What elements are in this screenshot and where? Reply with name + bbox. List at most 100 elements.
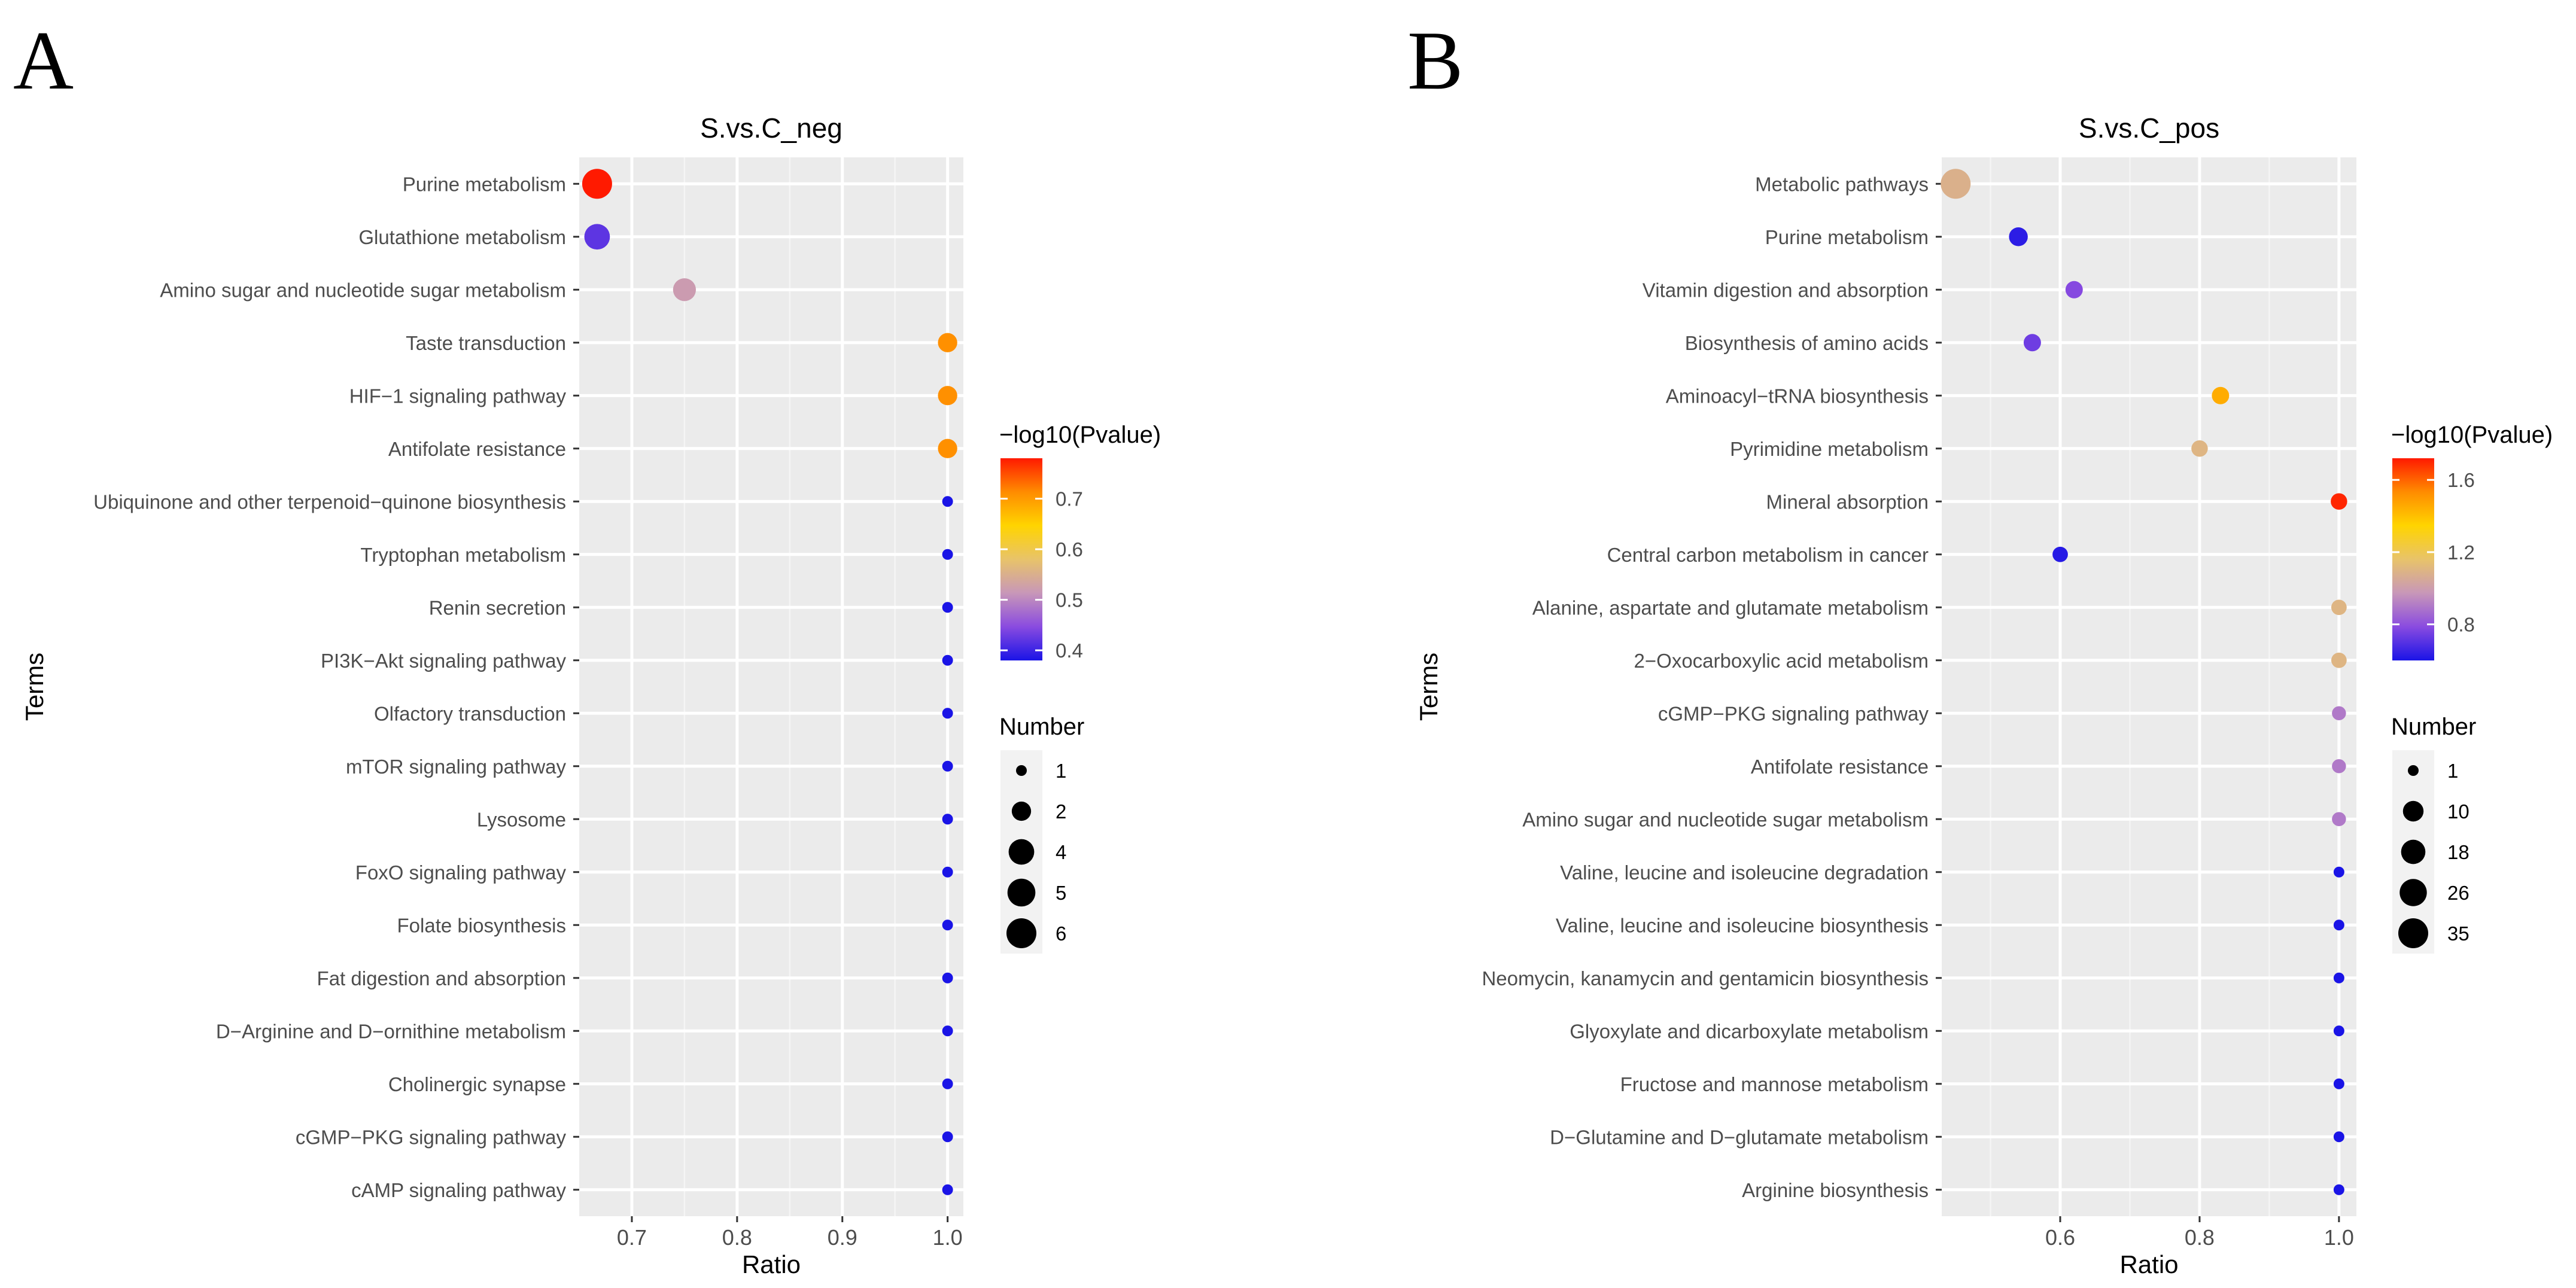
term-label: Amino sugar and nucleotide sugar metabol… [1522, 808, 1929, 830]
term-label: Ubiquinone and other terpenoid−quinone b… [93, 491, 566, 513]
data-point [942, 866, 953, 878]
term-label: Folate biosynthesis [397, 914, 566, 936]
term-label: Central carbon metabolism in cancer [1607, 544, 1929, 566]
panel-a: A S.vs.C_neg 0.7 0.8 0.9 1.0 Purine metabolism… [13, 14, 1161, 1278]
data-point [942, 760, 953, 772]
data-point [942, 1131, 953, 1143]
size-legend-dot [1006, 918, 1036, 948]
data-point [942, 549, 953, 560]
term-label: Antifolate resistance [388, 438, 566, 460]
term-label: Vitamin digestion and absorption [1643, 279, 1929, 301]
chart-title: S.vs.C_pos [2079, 112, 2219, 144]
color-bar-tick-label: 0.6 [1056, 538, 1083, 561]
term-label: Neomycin, kanamycin and gentamicin biosy… [1482, 967, 1929, 989]
data-point [2331, 493, 2347, 510]
term-label: Arginine biosynthesis [1742, 1179, 1929, 1201]
color-bar-tick-label: 1.6 [2447, 469, 2475, 491]
size-legend-dot [2398, 918, 2428, 948]
color-legend-title: −log10(Pvalue) [999, 422, 1161, 448]
size-legend-label: 4 [1056, 841, 1066, 863]
size-legend-title: Number [999, 714, 1084, 740]
size-legend-dot [2408, 765, 2419, 776]
size-legend-label: 10 [2447, 800, 2469, 823]
term-label: Amino sugar and nucleotide sugar metabol… [160, 279, 566, 301]
term-label: cGMP−PKG signaling pathway [1658, 702, 1929, 724]
y-axis-label: Terms [20, 653, 48, 721]
data-point [942, 919, 953, 931]
data-point [2333, 1184, 2344, 1195]
data-point [2333, 1078, 2344, 1089]
size-legend-label: 6 [1056, 922, 1066, 945]
size-legend-label: 35 [2447, 922, 2469, 945]
data-point [2009, 227, 2028, 246]
data-point [942, 708, 953, 719]
term-label: Olfactory transduction [374, 702, 566, 724]
term-label: Cholinergic synapse [388, 1073, 566, 1095]
term-label: Fat digestion and absorption [317, 967, 566, 989]
data-point [942, 602, 953, 613]
size-legend-label: 1 [2447, 760, 2458, 782]
x-tick-label: 0.8 [2185, 1225, 2215, 1250]
data-point [2332, 706, 2346, 720]
x-axis-label: Ratio [742, 1250, 801, 1278]
term-label: PI3K−Akt signaling pathway [321, 650, 567, 672]
term-label: Renin secretion [429, 596, 566, 619]
color-legend-title: −log10(Pvalue) [2391, 422, 2553, 448]
color-bar-tick-label: 1.2 [2447, 541, 2475, 564]
term-label: Alanine, aspartate and glutamate metabol… [1532, 596, 1929, 619]
data-point [942, 1025, 953, 1037]
x-tick-label: 0.7 [617, 1225, 647, 1250]
data-point [942, 814, 953, 825]
size-legend-label: 2 [1056, 800, 1066, 823]
term-label: HIF−1 signaling pathway [349, 385, 567, 407]
data-point [582, 169, 612, 199]
size-legend-label: 18 [2447, 841, 2469, 863]
term-label: Valine, leucine and isoleucine biosynthe… [1556, 914, 1929, 936]
color-bar [2392, 458, 2434, 660]
data-point [2052, 546, 2068, 562]
data-point [942, 654, 953, 666]
data-point [2333, 919, 2344, 931]
size-legend-dot [1008, 839, 1035, 865]
color-bar-tick-label: 0.4 [1056, 640, 1083, 662]
size-legend-dot [2401, 839, 2426, 864]
size-legend-dot [2399, 879, 2427, 906]
term-label: 2−Oxocarboxylic acid metabolism [1634, 650, 1929, 672]
data-point [673, 278, 697, 302]
term-label: Biosynthesis of amino acids [1685, 332, 1929, 354]
data-point [938, 386, 957, 406]
x-tick-label: 0.8 [722, 1225, 752, 1250]
data-point [584, 224, 610, 250]
size-legend-label: 1 [1056, 760, 1066, 782]
data-point [2212, 386, 2230, 404]
size-legend-title: Number [2391, 714, 2476, 740]
term-label: Antifolate resistance [1751, 756, 1929, 778]
panel-letter: A [13, 14, 74, 107]
chart-title: S.vs.C_neg [700, 112, 843, 144]
data-point [2065, 281, 2083, 299]
term-label: Valine, leucine and isoleucine degradati… [1560, 861, 1929, 884]
term-label: Tryptophan metabolism [360, 544, 566, 566]
color-bar-tick-label: 0.8 [2447, 614, 2475, 636]
term-label: mTOR signaling pathway [346, 756, 567, 778]
size-legend-dot [2402, 800, 2424, 822]
plot-background [579, 157, 963, 1216]
size-legend-label: 5 [1056, 882, 1066, 904]
term-label: cAMP signaling pathway [351, 1179, 566, 1201]
size-legend-dot [1011, 801, 1032, 821]
term-label: Metabolic pathways [1755, 173, 1929, 195]
data-point [942, 972, 953, 983]
data-point [938, 439, 957, 458]
data-point [2331, 652, 2347, 668]
plot-background [1942, 157, 2356, 1216]
data-point [2331, 599, 2347, 616]
data-point [942, 1184, 953, 1195]
size-legend-dot [1007, 878, 1036, 907]
panel-b: B S.vs.C_pos 0.6 0.8 1.0 Metabolic pathways Pu… [1407, 14, 2553, 1278]
data-point [942, 1078, 953, 1089]
term-label: Purine metabolism [1765, 226, 1929, 248]
x-tick-label: 1.0 [933, 1225, 963, 1250]
term-label: Pyrimidine metabolism [1730, 438, 1929, 460]
x-tick-label: 1.0 [2324, 1225, 2354, 1250]
